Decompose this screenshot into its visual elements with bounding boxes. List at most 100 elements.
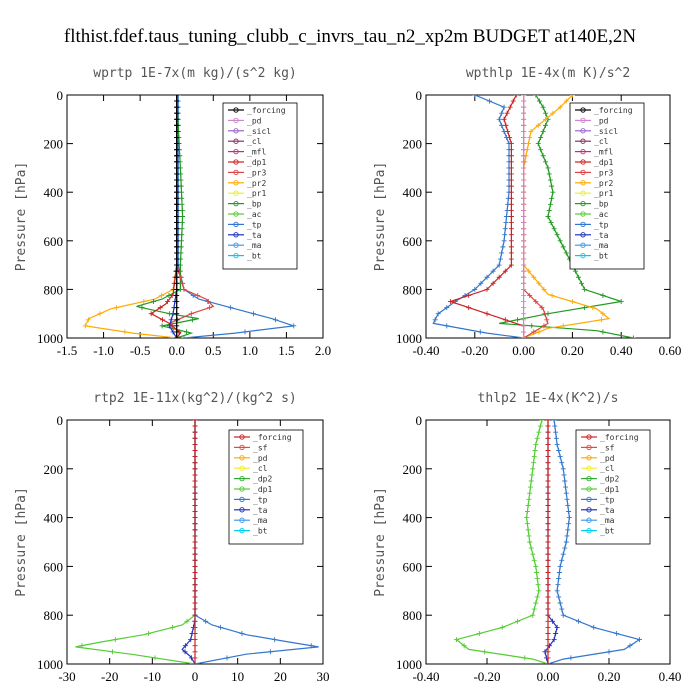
series-marker <box>484 274 490 280</box>
series-marker <box>545 435 551 441</box>
series-marker <box>521 183 527 189</box>
series-marker <box>524 509 530 514</box>
series-marker <box>179 280 185 286</box>
series-marker <box>496 116 502 122</box>
y-axis-label: Pressure [hPa] <box>14 487 29 597</box>
series-marker <box>192 423 198 429</box>
series-marker <box>545 478 551 484</box>
y-tick-label: 200 <box>44 462 64 477</box>
legend-marker <box>586 517 592 523</box>
y-tick-label: 0 <box>416 88 423 103</box>
series-marker <box>522 655 528 661</box>
y-tick-label: 600 <box>44 559 64 574</box>
legend-entry: _forcing <box>253 433 292 442</box>
series-marker <box>563 484 569 490</box>
series-marker <box>192 563 198 569</box>
legend-marker <box>233 107 239 113</box>
series-marker <box>500 244 506 250</box>
series-marker <box>531 460 537 466</box>
series-marker <box>508 226 514 232</box>
series-marker <box>159 292 165 298</box>
legend-marker <box>586 434 592 440</box>
series-marker <box>528 128 534 134</box>
series-marker <box>192 496 198 502</box>
series-marker <box>454 637 459 643</box>
series-marker <box>525 141 531 147</box>
series-marker <box>560 466 566 472</box>
series-marker <box>535 122 541 128</box>
panel-2: wpthlp 1E-4x(m K)/s^2 Pressure [hPa] -0.40… <box>373 66 681 358</box>
series-marker <box>572 268 578 274</box>
series-marker <box>545 496 551 502</box>
series-marker <box>563 250 569 256</box>
series-marker <box>174 268 180 274</box>
series-marker <box>550 189 556 195</box>
series-marker <box>521 159 527 165</box>
legend-entry: _dp2 <box>600 475 619 484</box>
series-marker <box>447 299 453 305</box>
series-marker <box>536 588 542 594</box>
series-marker <box>606 649 612 655</box>
series-marker <box>521 317 527 323</box>
series-marker <box>545 214 551 219</box>
series-marker <box>510 98 516 104</box>
series-marker <box>113 305 119 311</box>
series-marker <box>192 539 198 545</box>
legend-entry: _mfl <box>594 148 613 157</box>
series-marker <box>545 521 551 527</box>
series-marker <box>239 631 245 636</box>
series-marker <box>435 311 441 317</box>
series-marker <box>521 195 527 201</box>
series-marker <box>545 490 551 496</box>
x-tick-label: 0.40 <box>610 343 633 358</box>
series-marker <box>545 527 551 533</box>
series-marker <box>600 311 606 317</box>
series-marker <box>272 317 278 323</box>
series-marker <box>545 545 551 551</box>
series-marker <box>548 220 554 226</box>
series-marker <box>82 323 88 329</box>
series-marker <box>545 649 551 655</box>
figure-title: flthist.fdef.taus_tuning_clubb_c_invrs_t… <box>64 26 636 47</box>
series-marker <box>545 618 551 624</box>
legend-entry: _dp1 <box>594 158 613 167</box>
series-marker <box>477 329 483 335</box>
series-marker <box>521 171 527 177</box>
legend-entry: _forcing <box>594 106 633 115</box>
series-marker <box>203 618 209 624</box>
series-marker <box>521 311 527 317</box>
series-marker <box>174 329 180 335</box>
legend-marker <box>580 221 586 228</box>
series-marker <box>444 323 450 329</box>
series-marker <box>499 250 505 256</box>
series-marker <box>591 624 597 630</box>
series-marker <box>562 478 568 484</box>
y-axis-label: Pressure [hPa] <box>373 487 388 597</box>
series-marker <box>168 317 174 323</box>
x-tick-label: -10 <box>144 669 161 684</box>
legend-marker <box>580 200 586 207</box>
series-marker <box>507 135 513 141</box>
series-marker <box>444 305 450 311</box>
series-marker <box>192 545 198 551</box>
series-marker <box>508 171 514 177</box>
series-marker <box>174 195 180 201</box>
series-marker <box>543 159 549 165</box>
legend-marker <box>233 200 239 207</box>
series-marker <box>553 435 559 441</box>
series-marker <box>152 655 158 661</box>
x-tick-label: 1.5 <box>278 343 294 358</box>
series-marker <box>178 244 184 250</box>
series-marker <box>174 116 180 122</box>
series-marker <box>521 292 527 298</box>
series-marker <box>521 141 527 147</box>
series-marker <box>180 214 186 219</box>
series-marker <box>174 244 180 250</box>
series-marker <box>547 201 553 207</box>
series-marker <box>521 214 527 219</box>
legend-marker <box>239 475 245 482</box>
series-marker <box>521 256 527 262</box>
series-marker <box>461 643 467 649</box>
series-marker <box>484 311 490 317</box>
y-tick-label: 1000 <box>37 331 63 346</box>
